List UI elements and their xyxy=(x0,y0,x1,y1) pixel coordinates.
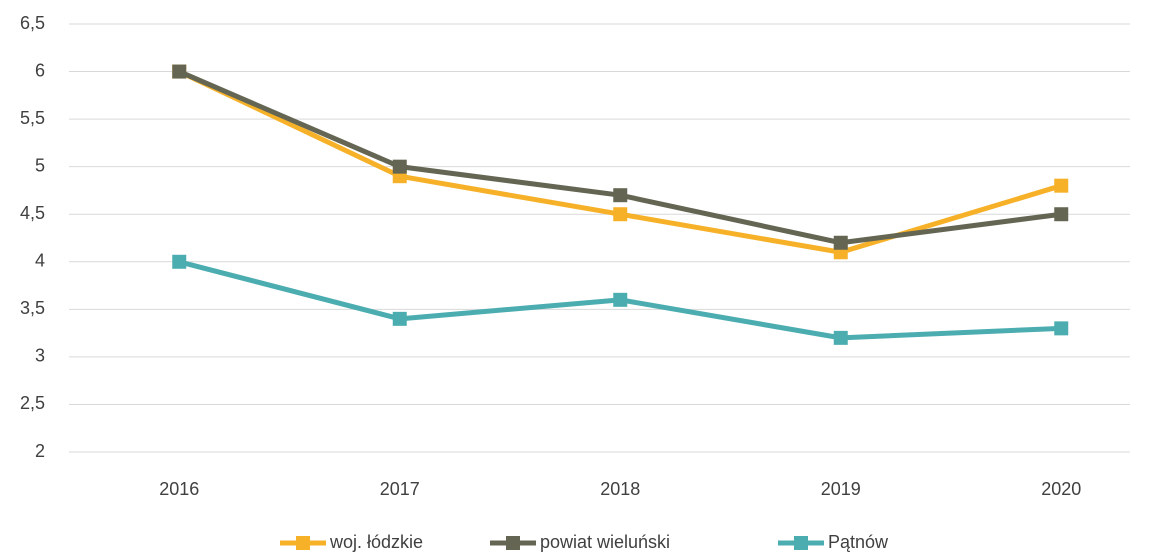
y-tick-label: 2,5 xyxy=(20,393,45,413)
y-tick-label: 3 xyxy=(35,346,45,366)
y-tick-label: 5 xyxy=(35,155,45,175)
marker xyxy=(613,292,628,307)
marker xyxy=(1054,321,1069,336)
y-tick-label: 6 xyxy=(35,60,45,80)
marker xyxy=(1054,178,1069,193)
x-tick-label: 2020 xyxy=(1041,479,1081,499)
x-tick-label: 2018 xyxy=(600,479,640,499)
marker xyxy=(392,159,407,174)
x-tick-label: 2017 xyxy=(380,479,420,499)
marker xyxy=(613,188,628,203)
legend-marker xyxy=(296,536,310,550)
marker xyxy=(613,207,628,222)
x-tick-label: 2016 xyxy=(159,479,199,499)
marker xyxy=(833,330,848,345)
x-tick-label: 2019 xyxy=(821,479,861,499)
y-tick-label: 3,5 xyxy=(20,298,45,318)
legend-marker xyxy=(794,536,808,550)
marker xyxy=(833,235,848,250)
legend-label: Pątnów xyxy=(828,532,889,552)
legend-label: powiat wieluński xyxy=(540,532,670,552)
y-tick-label: 2 xyxy=(35,441,45,461)
series-line xyxy=(178,69,1062,255)
marker xyxy=(172,254,187,269)
y-tick-label: 4 xyxy=(35,251,45,271)
y-tick-label: 5,5 xyxy=(20,108,45,128)
marker xyxy=(172,64,187,79)
legend-label: woj. łódzkie xyxy=(329,532,423,552)
marker xyxy=(1054,207,1069,222)
y-tick-label: 6,5 xyxy=(20,13,45,33)
legend-marker xyxy=(506,536,520,550)
marker xyxy=(392,311,407,326)
y-tick-label: 4,5 xyxy=(20,203,45,223)
